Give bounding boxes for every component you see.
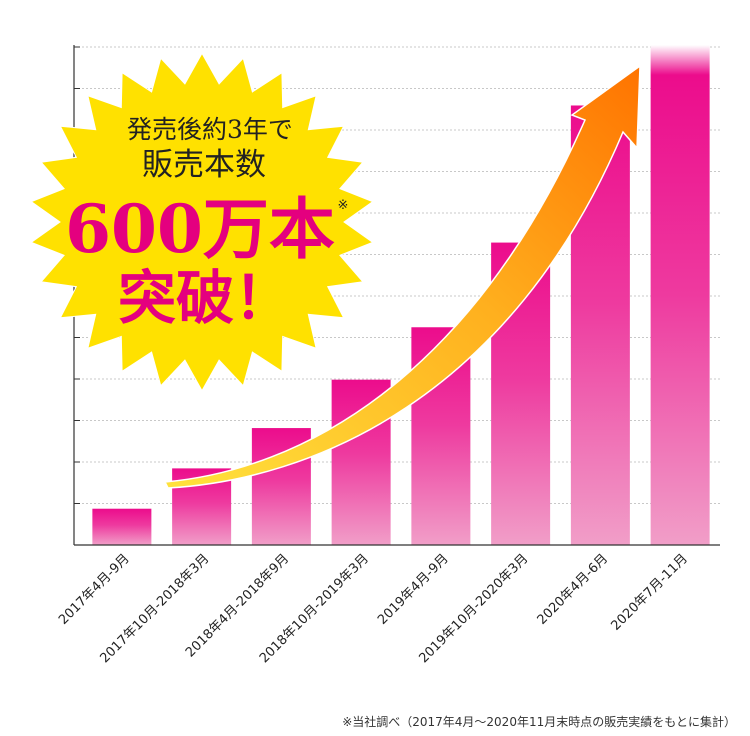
callout-line-2: 販売本数 [142, 147, 266, 183]
callout-line-4: 突破！ [118, 264, 292, 332]
x-tick-label: 2020年7月-11月 [609, 551, 691, 633]
callout-mark: ※ [338, 198, 349, 213]
callout-big-number: 600万本 [65, 190, 335, 268]
callout-burst: 発売後約3年で 販売本数 600万本 ※ 突破！ [30, 52, 374, 392]
x-tick-labels: 2017年4月-9月2017年10月-2018年3月2018年4月-2018年9… [56, 551, 691, 666]
callout-line-1: 発売後約3年で [127, 115, 293, 144]
x-tick-label: 2020年4月-6月 [535, 551, 612, 628]
x-tick-label: 2017年4月-9月 [56, 551, 133, 628]
footnote: ※当社調べ（2017年4月〜2020年11月末時点の販売実績をもとに集計） [342, 715, 736, 729]
growth-arrow [163, 64, 641, 489]
burst-shape [30, 52, 374, 392]
bar-1 [92, 508, 152, 545]
bar-8 [650, 45, 710, 545]
x-tick-label: 2019年4月-9月 [375, 551, 452, 628]
